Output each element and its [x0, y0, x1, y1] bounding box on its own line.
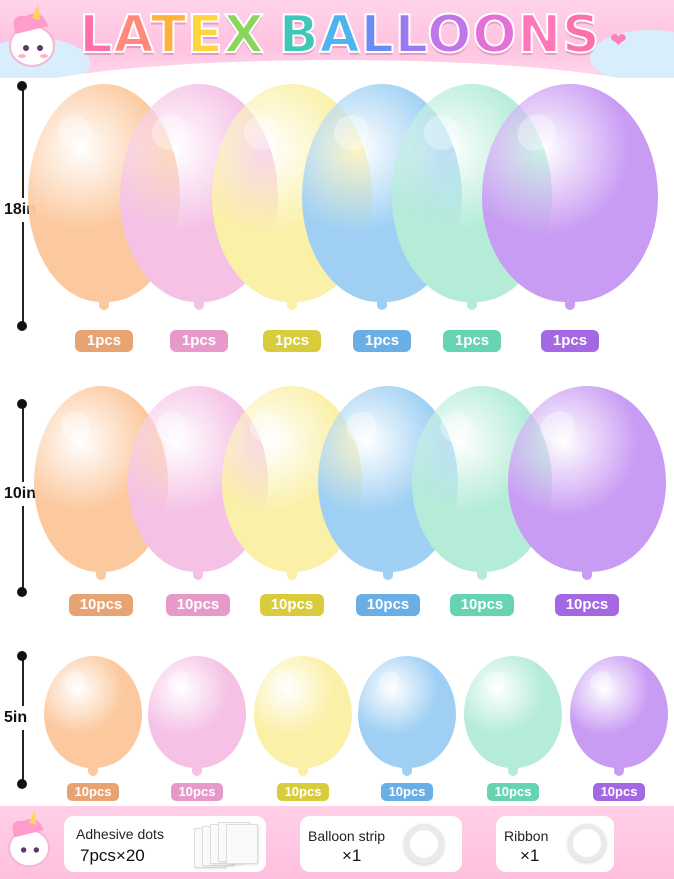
quantity-badge: 10pcs — [166, 594, 230, 616]
quantity-badge: 1pcs — [170, 330, 228, 352]
accessory-balloon-strip: Balloon strip ×1 — [300, 816, 462, 872]
heart-icon: ❤ — [610, 30, 627, 52]
accessory-label: Adhesive dots — [76, 826, 164, 842]
ribbon-icon — [568, 824, 606, 862]
balloon-peach — [44, 656, 142, 768]
balloon-purple — [508, 386, 666, 572]
balloon-knot — [402, 766, 412, 776]
balloon-knot — [287, 570, 297, 580]
balloon-mint — [464, 656, 562, 768]
quantity-badge: 10pcs — [555, 594, 619, 616]
balloon-knot — [96, 570, 106, 580]
quantity-badge: 10pcs — [593, 783, 645, 801]
balloon-purple — [570, 656, 668, 768]
quantity-badge: 10pcs — [69, 594, 133, 616]
quantity-badge: 1pcs — [75, 330, 133, 352]
balloon-strip-icon — [404, 824, 444, 864]
unicorn-icon — [2, 4, 64, 75]
quantity-badge: 1pcs — [353, 330, 411, 352]
title-letter: L — [78, 4, 114, 66]
scale-endpoint — [17, 321, 27, 331]
quantity-badge: 10pcs — [67, 783, 119, 801]
balloon-blue — [358, 656, 456, 768]
balloon-knot — [193, 570, 203, 580]
scale-endpoint — [17, 81, 27, 91]
scale-endpoint — [17, 587, 27, 597]
title-letter: X — [223, 4, 265, 66]
quantity-badge: 10pcs — [487, 783, 539, 801]
scale-endpoint — [17, 399, 27, 409]
balloon-knot — [614, 766, 624, 776]
quantity-badge: 10pcs — [356, 594, 420, 616]
title-letter: O — [426, 4, 473, 66]
quantity-badge: 10pcs — [277, 783, 329, 801]
scale-endpoint — [17, 651, 27, 661]
accessory-ribbon: Ribbon ×1 — [496, 816, 614, 872]
balloon-knot — [287, 300, 297, 310]
quantity-badge: 1pcs — [443, 330, 501, 352]
accessory-quantity: ×1 — [520, 846, 540, 865]
balloon-knot — [477, 570, 487, 580]
balloon-yellow — [254, 656, 352, 768]
title-letter: N — [517, 4, 563, 66]
accessory-adhesive-dots: Adhesive dots 7pcs×20 — [64, 816, 266, 872]
balloon-knot — [194, 300, 204, 310]
quantity-badge: 10pcs — [171, 783, 223, 801]
unicorn-icon — [2, 810, 58, 875]
balloon-knot — [298, 766, 308, 776]
quantity-badge: 10pcs — [381, 783, 433, 801]
accessory-quantity: 7pcs×20 — [80, 846, 145, 865]
page-title: LATEX BALLOONS — [70, 4, 610, 66]
balloon-knot — [88, 766, 98, 776]
size-label: 5in — [4, 706, 28, 730]
accessory-label: Balloon strip — [308, 828, 386, 844]
title-letter: E — [186, 4, 224, 66]
quantity-badge: 1pcs — [541, 330, 599, 352]
adhesive-dots-icon — [194, 822, 264, 868]
balloon-knot — [383, 570, 393, 580]
title-letter: O — [471, 4, 518, 66]
size-label: 10in — [4, 482, 37, 506]
title-letter: S — [561, 4, 601, 66]
title-letter: B — [278, 4, 320, 66]
balloon-knot — [508, 766, 518, 776]
scale-endpoint — [17, 779, 27, 789]
balloon-knot — [565, 300, 575, 310]
quantity-badge: 10pcs — [450, 594, 514, 616]
balloon-purple — [482, 84, 658, 302]
balloon-knot — [192, 766, 202, 776]
balloon-pink — [148, 656, 246, 768]
title-letter: L — [394, 4, 428, 66]
accessory-label: Ribbon — [504, 828, 549, 844]
quantity-badge: 10pcs — [260, 594, 324, 616]
title-letter: L — [360, 4, 395, 66]
balloon-knot — [467, 300, 477, 310]
title-letter: T — [150, 4, 188, 66]
balloon-knot — [377, 300, 387, 310]
quantity-badge: 1pcs — [263, 330, 321, 352]
accessory-quantity: ×1 — [342, 846, 362, 865]
balloon-knot — [582, 570, 592, 580]
balloon-knot — [99, 300, 109, 310]
title-letter: A — [318, 4, 361, 66]
title-letter: A — [113, 4, 151, 66]
